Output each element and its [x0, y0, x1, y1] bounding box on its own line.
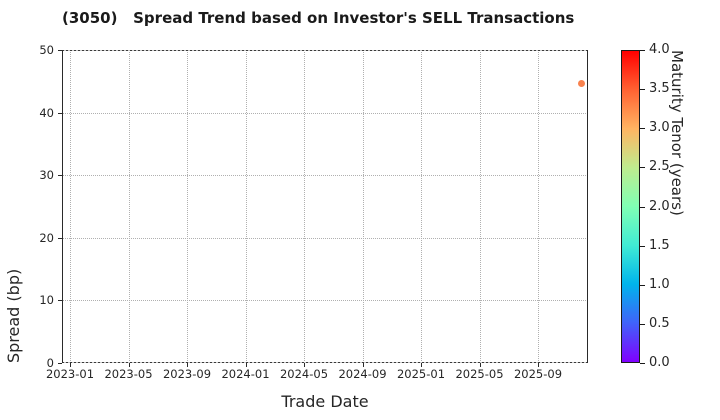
x-tick-mark — [362, 363, 364, 367]
x-tick-mark — [128, 363, 130, 367]
gridline-y — [62, 237, 588, 239]
colorbar-tick-mark — [640, 284, 645, 286]
gridline-x — [128, 50, 130, 363]
plot-border-left — [62, 50, 63, 363]
colorbar-tick-label: 3.5 — [649, 81, 670, 97]
colorbar-tick-mark — [640, 363, 645, 364]
y-tick-mark — [58, 300, 62, 302]
y-tick-label: 40 — [39, 105, 54, 120]
colorbar-tick-mark — [640, 128, 645, 130]
gridline-x — [187, 50, 188, 363]
colorbar-tick-mark — [640, 167, 645, 169]
y-tick-mark — [58, 175, 62, 177]
colorbar-tick-label: 2.0 — [649, 198, 670, 214]
plot-border-top — [62, 50, 588, 51]
gridline-x — [538, 50, 539, 363]
y-tick-label: 0 — [46, 356, 54, 370]
gridline-x — [304, 50, 305, 363]
gridline-x — [362, 50, 364, 363]
x-tick-label: 2025-09 — [513, 367, 563, 381]
colorbar-tick-mark — [640, 245, 645, 247]
gridline-x — [479, 50, 481, 363]
colorbar-tick-mark — [640, 89, 645, 91]
y-tick-label: 10 — [39, 293, 54, 308]
x-tick-label: 2024-05 — [279, 367, 329, 381]
y-tick-mark — [58, 50, 62, 51]
data-point — [578, 80, 586, 88]
y-tick-label: 30 — [39, 168, 54, 183]
x-tick-label: 2023-05 — [104, 367, 153, 381]
x-tick-mark — [70, 363, 71, 367]
colorbar-tick-label: 2.5 — [649, 159, 670, 175]
y-tick-mark — [58, 237, 62, 239]
y-tick-mark — [58, 112, 62, 114]
colorbar-tick-label: 0.5 — [649, 315, 670, 331]
y-tick-label: 20 — [39, 230, 54, 245]
colorbar-tick-label: 1.5 — [649, 237, 670, 253]
x-tick-mark — [479, 363, 481, 367]
x-tick-mark — [304, 363, 305, 367]
x-tick-label: 2023-09 — [162, 367, 212, 381]
x-tick-mark — [245, 363, 247, 367]
x-tick-label: 2023-01 — [45, 367, 95, 381]
colorbar-label: Maturity Tenor (years) — [668, 50, 686, 216]
x-tick-mark — [187, 363, 188, 367]
gridline-x — [421, 50, 422, 363]
colorbar-tick-label: 1.0 — [649, 276, 670, 292]
x-tick-label: 2024-09 — [338, 367, 387, 381]
x-tick-label: 2025-01 — [396, 367, 446, 381]
y-tick-label: 50 — [39, 43, 54, 57]
colorbar-tick-mark — [640, 206, 645, 208]
x-tick-label: 2025-05 — [455, 367, 504, 381]
colorbar-tick-mark — [640, 323, 645, 325]
gridline-x — [245, 50, 247, 363]
x-axis-label: Trade Date — [281, 392, 369, 411]
y-tick-mark — [58, 363, 62, 364]
plot-border-right — [587, 50, 588, 363]
colorbar-tick-label: 0.0 — [649, 355, 670, 370]
gridline-y — [62, 300, 588, 302]
colorbar-tick-label: 3.0 — [649, 120, 670, 136]
colorbar — [621, 50, 640, 363]
gridline-x — [70, 50, 71, 363]
plot-border-bottom — [62, 362, 588, 363]
gridline-y — [62, 175, 588, 177]
colorbar-tick-label: 4.0 — [649, 42, 670, 57]
x-tick-label: 2024-01 — [221, 367, 270, 381]
x-tick-mark — [538, 363, 539, 367]
colorbar-tick-mark — [640, 50, 645, 51]
plot-area — [62, 50, 588, 363]
gridline-y — [62, 112, 588, 114]
y-axis-label: Spread (bp) — [4, 268, 23, 363]
chart-title: (3050) Spread Trend based on Investor's … — [62, 9, 575, 27]
x-tick-mark — [421, 363, 422, 367]
